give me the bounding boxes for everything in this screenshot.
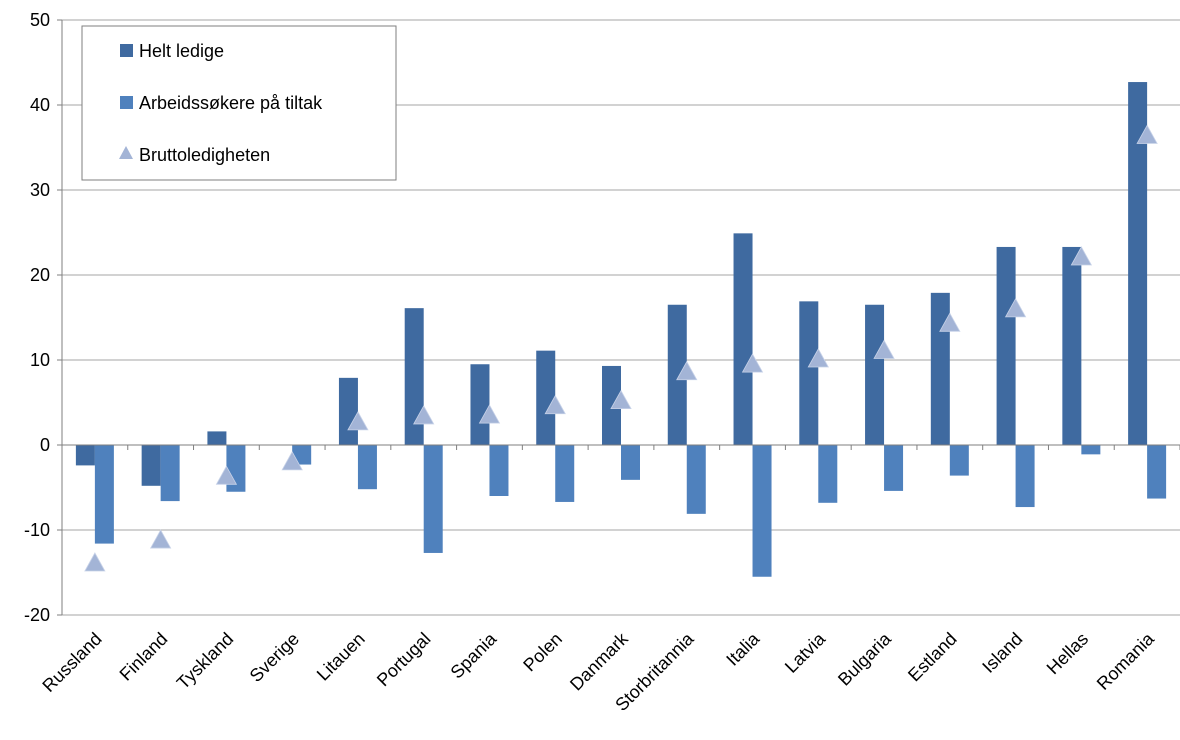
bar-helt-ledige-latvia <box>799 301 819 445</box>
bar-arbeidssokere-pa-tiltak-polen <box>555 445 575 502</box>
bar-helt-ledige-estland <box>930 292 950 445</box>
bar-helt-ledige-finland <box>141 445 161 486</box>
marker-bruttoledigheten-spania <box>478 404 501 424</box>
bar-helt-ledige-island <box>996 246 1016 445</box>
marker-bruttoledigheten-sverige <box>281 451 303 471</box>
bar-helt-ledige-italia <box>733 233 753 445</box>
legend-label-arbeidssokere-pa-tiltak: Arbeidssøkere på tiltak <box>139 93 323 113</box>
bar-helt-ledige-portugal <box>404 308 424 445</box>
legend: Helt ledige Arbeidssøkere på tiltak Brut… <box>81 25 397 181</box>
marker-bruttoledigheten-litauen <box>347 411 369 431</box>
x-tick-label: Tyskland <box>173 629 237 693</box>
bar-helt-ledige-storbritannia <box>667 304 687 445</box>
x-tick-label: Estland <box>904 629 961 686</box>
bar-arbeidssokere-pa-tiltak-latvia <box>818 445 838 503</box>
bar-arbeidssokere-pa-tiltak-romania <box>1147 445 1167 499</box>
bar-helt-ledige-hellas <box>1062 246 1082 445</box>
bar-arbeidssokere-pa-tiltak-portugal <box>423 445 443 553</box>
y-tick-label: -10 <box>24 520 50 540</box>
y-tick-label: 10 <box>30 350 50 370</box>
marker-bruttoledigheten-italia <box>741 353 764 373</box>
legend-label-helt-ledige: Helt ledige <box>139 41 224 61</box>
marker-bruttoledigheten-finland <box>149 529 172 549</box>
bar-arbeidssokere-pa-tiltak-litauen <box>357 445 377 490</box>
bar-arbeidssokere-pa-tiltak-italia <box>752 445 772 577</box>
x-tick-label: Sverige <box>246 629 303 686</box>
marker-bruttoledigheten-hellas <box>1070 246 1093 266</box>
x-tick-label: Bulgaria <box>834 628 896 690</box>
x-tick-label: Danmark <box>566 628 632 694</box>
y-tick-label: -20 <box>24 605 50 625</box>
x-tick-label: Polen <box>519 629 566 676</box>
marker-bruttoledigheten-romania <box>1136 124 1158 144</box>
y-tick-label: 20 <box>30 265 50 285</box>
bar-arbeidssokere-pa-tiltak-bulgaria <box>884 445 904 491</box>
bar-arbeidssokere-pa-tiltak-russland <box>94 445 114 544</box>
bar-helt-ledige-litauen <box>338 377 358 445</box>
marker-bruttoledigheten-danmark <box>610 389 632 410</box>
bar-arbeidssokere-pa-tiltak-island <box>1015 445 1035 508</box>
marker-bruttoledigheten-island <box>1004 298 1027 318</box>
x-tick-label: Portugal <box>373 629 435 691</box>
bar-arbeidssokere-pa-tiltak-storbritannia <box>686 445 706 514</box>
bar-helt-ledige-polen <box>536 350 556 445</box>
legend-swatch-arbeidssokere-pa-tiltak <box>120 96 133 109</box>
bar-helt-ledige-romania <box>1128 82 1148 446</box>
bar-arbeidssokere-pa-tiltak-hellas <box>1081 445 1101 455</box>
bar-arbeidssokere-pa-tiltak-spania <box>489 445 509 496</box>
bars <box>75 82 1167 577</box>
x-tick-label: Russland <box>39 629 106 696</box>
legend-box <box>81 25 397 181</box>
y-tick-label: 50 <box>30 10 50 30</box>
legend-swatch-helt-ledige <box>120 44 133 57</box>
y-tick-label: 0 <box>40 435 50 455</box>
legend-marker-bruttoledigheten <box>119 146 133 159</box>
x-axis-tick-labels: Russland Finland Tyskland Sverige Litauen Por… <box>39 628 1159 715</box>
x-tick-label: Latvia <box>781 628 830 677</box>
x-tick-label: Romania <box>1093 628 1159 694</box>
marker-bruttoledigheten-polen <box>544 394 566 415</box>
bar-helt-ledige-tyskland <box>207 431 227 445</box>
x-tick-label: Island <box>978 629 1026 677</box>
bar-helt-ledige-danmark <box>602 365 621 445</box>
bar-helt-ledige-spania <box>470 364 490 445</box>
marker-bruttoledigheten-bulgaria <box>873 339 895 359</box>
bar-arbeidssokere-pa-tiltak-tyskland <box>226 445 246 492</box>
legend-label-bruttoledigheten: Bruttoledigheten <box>139 145 270 165</box>
markers <box>84 124 1158 572</box>
bar-arbeidssokere-pa-tiltak-estland <box>949 445 969 476</box>
x-tick-label: Spania <box>447 628 501 682</box>
marker-bruttoledigheten-storbritannia <box>676 360 698 381</box>
marker-bruttoledigheten-russland <box>84 552 106 572</box>
bar-helt-ledige-russland <box>75 445 95 466</box>
y-tick-label: 40 <box>30 95 50 115</box>
x-tick-label: Hellas <box>1043 629 1093 679</box>
axes <box>57 19 1180 616</box>
y-axis-tick-labels: -20 -10 0 10 20 30 40 50 <box>24 10 50 625</box>
marker-bruttoledigheten-tyskland <box>215 465 238 485</box>
bar-arbeidssokere-pa-tiltak-finland <box>160 445 180 502</box>
x-tick-label: Italia <box>722 628 764 670</box>
x-tick-label: Finland <box>116 629 172 685</box>
bar-helt-ledige-bulgaria <box>865 304 885 445</box>
y-tick-label: 30 <box>30 180 50 200</box>
marker-bruttoledigheten-latvia <box>807 348 829 368</box>
marker-bruttoledigheten-estland <box>939 312 961 332</box>
x-tick-label: Litauen <box>313 629 369 685</box>
marker-bruttoledigheten-portugal <box>413 405 435 425</box>
bar-arbeidssokere-pa-tiltak-danmark <box>621 445 640 480</box>
